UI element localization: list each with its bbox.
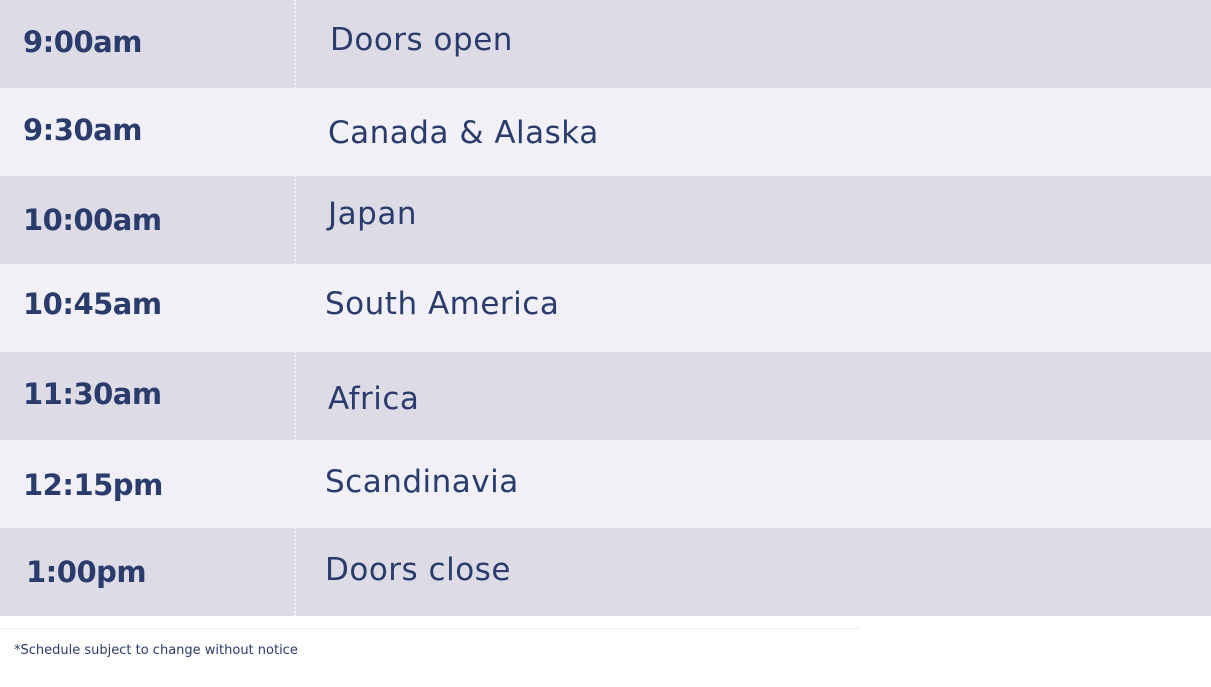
schedule-event: Scandinavia (325, 464, 519, 500)
schedule-row: 12:15pm Scandinavia (0, 440, 1211, 528)
schedule-event: South America (325, 286, 560, 322)
footnote-rule (0, 628, 860, 629)
schedule-row: 1:00pm Doors close (0, 528, 1211, 616)
schedule-time: 12:15pm (23, 468, 163, 502)
schedule-event: Doors close (325, 552, 511, 588)
schedule-event: Japan (328, 196, 417, 232)
footnote: *Schedule subject to change without noti… (14, 643, 298, 658)
schedule-time: 10:45am (23, 287, 162, 321)
schedule-row: 10:00am Japan (0, 176, 1211, 264)
schedule-event: Africa (328, 381, 420, 417)
schedule-time: 9:30am (23, 113, 142, 147)
schedule-time: 10:00am (23, 203, 162, 237)
schedule-event: Canada & Alaska (328, 115, 599, 151)
schedule-row: 9:00am Doors open (0, 0, 1211, 88)
schedule-time: 9:00am (23, 25, 142, 59)
schedule-row: 9:30am Canada & Alaska (0, 88, 1211, 176)
schedule-time: 11:30am (23, 377, 162, 411)
schedule-row: 10:45am South America (0, 264, 1211, 352)
schedule-event: Doors open (330, 22, 513, 58)
column-divider (294, 0, 296, 616)
schedule-time: 1:00pm (26, 555, 147, 589)
schedule-row: 11:30am Africa (0, 352, 1211, 440)
